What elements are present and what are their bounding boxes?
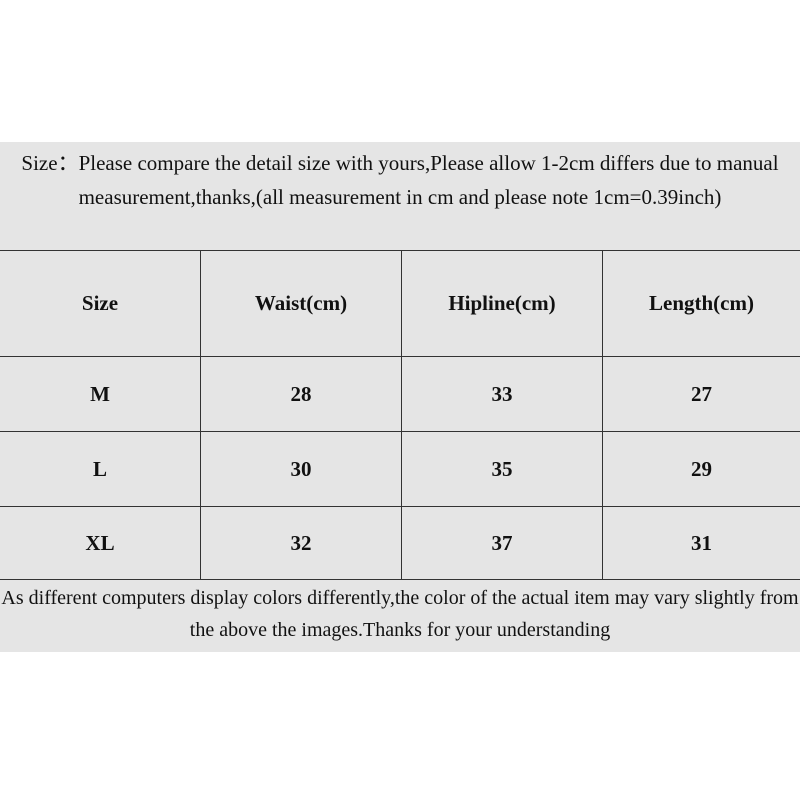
size-panel: Size：Please compare the detail size with… [0,142,800,652]
footer-text: As different computers display colors di… [1,587,799,641]
header-text: Size：Please compare the detail size with… [21,151,779,209]
table-cell: L [92,456,107,481]
table-row: XL 32 37 31 [0,507,800,580]
column-header: Size [81,291,119,315]
table-cell: XL [85,530,115,555]
size-table: Size Waist(cm) Hipline(cm) Length(cm) M 28 33 2… [0,250,800,580]
table-cell: 33 [401,357,602,431]
table-cell: 35 [401,432,602,506]
table-cell: M [90,381,110,406]
header-row: Size Waist(cm) Hipline(cm) Length(cm) [0,251,800,357]
table-cell: 37 [401,507,602,579]
table-cell: 32 [200,507,401,579]
table-cell: 27 [602,357,800,431]
column-header: Length(cm) [602,251,800,356]
table-cell: 29 [602,432,800,506]
table-cell: 31 [602,507,800,579]
column-header: Hipline(cm) [401,251,602,356]
table-cell: 28 [200,357,401,431]
table-cell: 30 [200,432,401,506]
table-row: L 30 35 29 [0,432,800,507]
table-row: M 28 33 27 [0,357,800,432]
column-header: Waist(cm) [200,251,401,356]
